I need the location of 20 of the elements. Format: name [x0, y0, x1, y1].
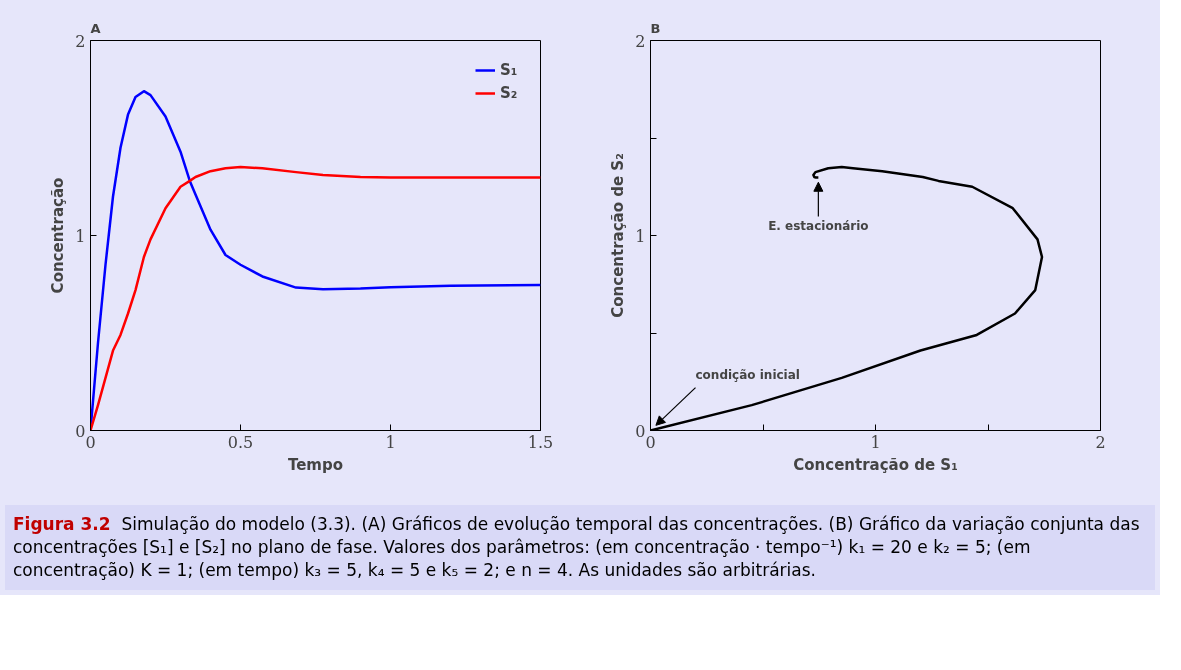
x-axis-title: Concentração de S₁	[793, 455, 958, 474]
y-axis-title: Concentração de S₂	[609, 153, 628, 318]
annotation: E. estacionário	[768, 218, 869, 233]
y-axis-title: Concentração	[49, 177, 68, 294]
x-tick-label: 2	[1095, 432, 1106, 452]
x-tick-label: 1	[385, 432, 396, 452]
legend-label: S₂	[500, 84, 519, 102]
y-tick-label: 2	[635, 31, 646, 51]
x-tick-label: 1	[870, 432, 881, 452]
text: Figura 3.2	[13, 514, 111, 534]
x-tick-label: 0.5	[227, 432, 254, 452]
annotation: condição inicial	[695, 367, 800, 382]
y-tick-label: 2	[75, 31, 86, 51]
y-tick-label: 1	[635, 226, 646, 246]
legend-label: S₁	[500, 61, 519, 79]
chart-title: A	[90, 20, 101, 36]
y-tick-label: 1	[75, 226, 86, 246]
x-axis-title: Tempo	[287, 455, 344, 474]
x-tick-label: 1.5	[527, 432, 554, 452]
chart-title: B	[650, 20, 661, 36]
